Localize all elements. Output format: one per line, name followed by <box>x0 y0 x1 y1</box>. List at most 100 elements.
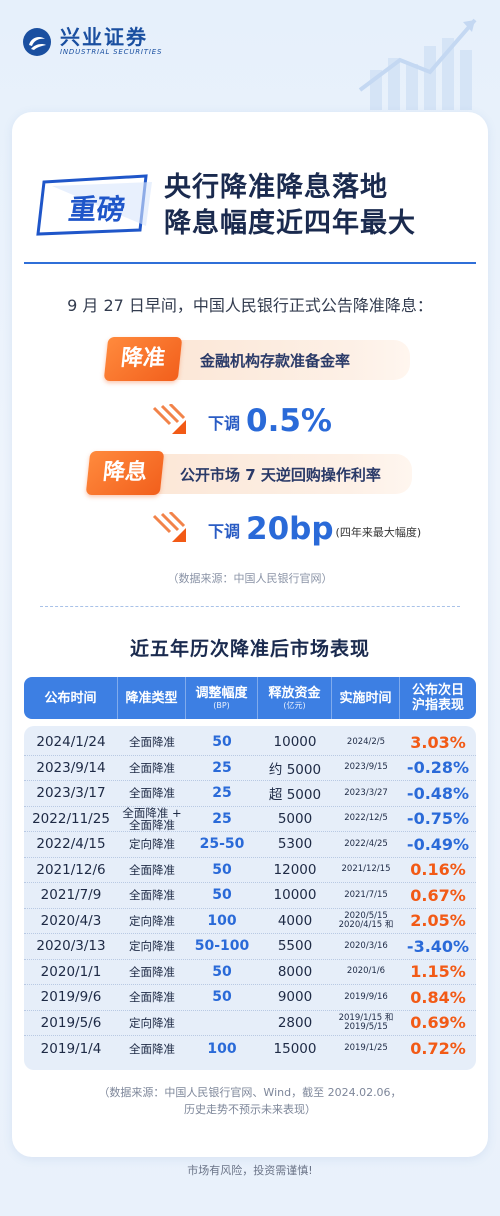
type-cell-text: 全面降准 <box>129 964 175 979</box>
impl-date-cell-text: 2024/2/5 <box>346 736 386 747</box>
impl-date-cell: 2024/2/5 <box>332 736 400 747</box>
content-card: 重磅 央行降准降息落地 降息幅度近四年最大 9 月 27 日早间，中国人民银行正… <box>12 112 488 1157</box>
table-row: 2019/5/6 定向降准 2800 2019/1/15 和 2019/5/15 0.69… <box>24 1011 476 1036</box>
fund-cell: 15000 <box>258 1041 332 1057</box>
bp-cell-text: 100 <box>207 1040 237 1057</box>
fund-cell-text: 约 5000 <box>268 761 322 778</box>
table-row: 2023/3/17 全面降准 25 超 5000 2023/3/27 -0.48% <box>24 781 476 807</box>
date-cell: 2023/3/17 <box>24 785 118 801</box>
table-row: 2024/1/24 全面降准 50 10000 2024/2/5 3.03% <box>24 730 476 756</box>
bp-cell: 25-50 <box>186 836 258 852</box>
fund-cell-text: 超 5000 <box>268 787 322 804</box>
bp-cell-text: 50-100 <box>194 938 250 955</box>
impl-date-cell-text: 2019/9/16 <box>344 991 388 1002</box>
fund-cell-text: 12000 <box>273 861 317 878</box>
market-performance-cell: 0.84% <box>400 988 476 1007</box>
date-cell-text: 2020/3/13 <box>36 938 106 955</box>
fund-cell: 8000 <box>258 964 332 980</box>
rrr-cut-tag: 降准 金融机构存款准备金率 <box>103 337 410 381</box>
date-cell: 2021/7/9 <box>24 887 118 903</box>
impl-date-cell: 2020/5/15 2020/4/15 和 <box>332 910 400 930</box>
impl-date-cell-text: 2019/1/25 <box>344 1043 388 1054</box>
market-performance-cell: -0.49% <box>400 835 476 854</box>
headline-line-1: 央行降准降息落地 <box>164 172 388 203</box>
bp-cell: 50-100 <box>186 938 258 954</box>
market-performance-cell-text: 0.72% <box>410 1039 466 1059</box>
market-performance-cell-text: 1.15% <box>410 962 466 982</box>
date-cell: 2024/1/24 <box>24 734 118 750</box>
type-cell-text: 定向降准 <box>129 1015 175 1030</box>
market-performance-cell-text: 3.03% <box>410 732 466 752</box>
impl-date-cell-text: 2023/3/27 <box>344 787 388 798</box>
brand-logo: 兴业证券 INDUSTRIAL SECURITIES <box>22 26 162 57</box>
impl-date-cell: 2023/3/27 <box>332 787 400 798</box>
impl-date-cell-text: 2021/7/15 <box>344 889 388 900</box>
date-cell: 2020/4/3 <box>24 913 118 929</box>
section-divider <box>40 606 460 607</box>
fund-cell: 10000 <box>258 734 332 750</box>
fund-cell-text: 10000 <box>273 887 317 904</box>
market-performance-cell-text: -3.40% <box>406 936 470 956</box>
table-row: 2022/4/15 定向降准 25-50 5300 2022/4/25 -0.49% <box>24 832 476 858</box>
impl-date-cell: 2019/9/16 <box>332 991 400 1002</box>
fund-cell: 10000 <box>258 887 332 903</box>
market-performance-cell: 2.05% <box>400 911 476 930</box>
table-row: 2021/7/9 全面降准 50 10000 2021/7/15 0.67% <box>24 883 476 909</box>
bp-cell-text: 25-50 <box>199 836 245 853</box>
type-cell: 全面降准 <box>118 889 186 901</box>
table-row: 2021/12/6 全面降准 50 12000 2021/12/15 0.16% <box>24 858 476 883</box>
bp-cell-text: 50 <box>212 734 232 751</box>
market-performance-cell-text: -0.49% <box>406 834 470 854</box>
fund-cell: 12000 <box>258 862 332 878</box>
headline-divider <box>24 262 476 264</box>
market-performance-cell: -0.28% <box>400 758 476 777</box>
bp-cell-text: 100 <box>207 912 237 929</box>
logo-english-name: INDUSTRIAL SECURITIES <box>60 48 163 56</box>
type-cell: 全面降准 <box>118 864 186 876</box>
impl-date-cell-text: 2019/5/15 <box>344 1021 388 1032</box>
bp-cell: 50 <box>186 734 258 750</box>
bp-cell-text: 25 <box>212 810 232 827</box>
badge-frame-icon <box>36 174 152 236</box>
bp-cell-text: 50 <box>212 989 232 1006</box>
type-cell-text: 全面降准 <box>129 735 175 750</box>
rate-cut-text: 公开市场 7 天逆回购操作利率 <box>180 466 381 484</box>
bp-cell-text: 50 <box>212 887 232 904</box>
fund-cell: 5500 <box>258 938 332 954</box>
table-body: 2024/1/24 全面降准 50 10000 2024/2/5 3.03% 2023/9/… <box>24 726 476 1070</box>
impl-date-cell-text: 2020/1/6 <box>346 966 386 977</box>
table-row: 2020/3/13 定向降准 50-100 5500 2020/3/16 -3.40% <box>24 934 476 960</box>
date-cell: 2022/4/15 <box>24 836 118 852</box>
table-source-line-1: （数据来源：中国人民银行官网、Wind，截至 2024.02.06， <box>98 1086 402 1099</box>
impl-date-cell-text: 2021/12/15 <box>341 864 391 875</box>
market-performance-cell-text: -0.75% <box>406 809 470 829</box>
down-arrow-icon <box>152 512 186 542</box>
rrr-cut-text: 金融机构存款准备金率 <box>200 352 351 370</box>
type-cell: 定向降准 <box>118 915 186 927</box>
impl-date-cell-text: 2020/5/15 <box>344 910 388 921</box>
date-cell-text: 2021/7/9 <box>40 887 102 904</box>
table-header-cell: 调整幅度 (BP) <box>186 677 258 719</box>
bp-cell: 100 <box>186 913 258 929</box>
headline: 央行降准降息落地 降息幅度近四年最大 <box>164 170 416 242</box>
brand-swirl-icon <box>23 27 51 56</box>
market-performance-cell: 3.03% <box>400 733 476 752</box>
fund-cell-text: 15000 <box>273 1040 317 1057</box>
impl-date-cell-text: 2020/4/15 和 <box>338 919 394 930</box>
type-cell-text: 全面降准 <box>129 817 175 832</box>
rate-cut-value-row: 下调 20bp (四年来最大幅度) <box>152 512 421 546</box>
date-cell: 2023/9/14 <box>24 760 118 776</box>
table-row: 2019/9/6 全面降准 50 9000 2019/9/16 0.84% <box>24 985 476 1011</box>
bp-cell: 25 <box>186 811 258 827</box>
rate-cut-label: 降息 <box>85 451 165 495</box>
date-cell-text: 2023/3/17 <box>36 785 106 802</box>
market-performance-cell: 0.16% <box>400 860 476 879</box>
risk-disclaimer: 市场有风险，投资需谨慎! <box>187 1164 313 1177</box>
market-performance-cell: -3.40% <box>400 937 476 956</box>
market-performance-cell-text: -0.28% <box>406 758 470 778</box>
headline-line-2: 降息幅度近四年最大 <box>164 208 416 239</box>
type-cell: 定向降准 <box>118 940 186 952</box>
rate-cut-down-label: 下调 <box>208 522 241 541</box>
bp-cell: 25 <box>186 760 258 776</box>
